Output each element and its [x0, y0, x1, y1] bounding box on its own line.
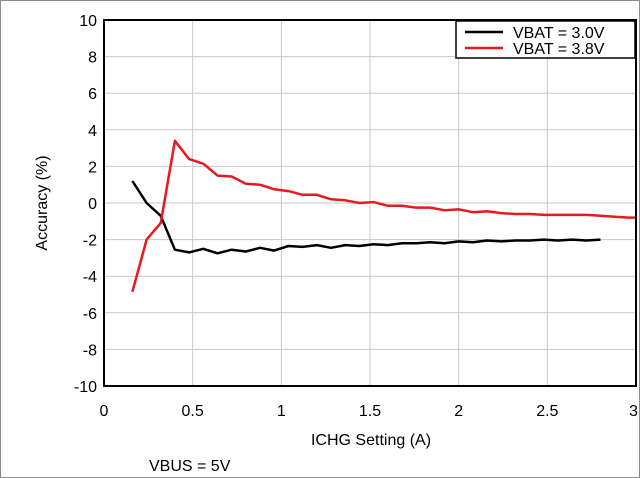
y-tick-label: -10	[74, 379, 97, 396]
y-tick-label: 4	[88, 123, 97, 140]
x-tick-label: 2.5	[536, 403, 558, 420]
y-tick-label: -6	[83, 306, 97, 323]
y-tick-label: -8	[83, 342, 97, 359]
x-tick-label: 2	[454, 403, 463, 420]
condition-annotation: VBUS = 5V	[149, 458, 231, 475]
x-tick-label: 3	[629, 403, 638, 420]
y-tick-label: -4	[83, 269, 97, 286]
y-tick-label: 10	[79, 13, 97, 30]
legend-box	[455, 20, 636, 59]
series-line-0	[131, 180, 601, 255]
series-layer	[131, 139, 637, 293]
y-tick-label: -2	[83, 233, 97, 250]
x-axis-title: ICHG Setting (A)	[311, 432, 431, 449]
y-axis-title: Accuracy (%)	[34, 155, 51, 250]
x-tick-label: 1.5	[359, 403, 381, 420]
x-tick-label: 0	[100, 403, 109, 420]
x-tick-label: 0.5	[182, 403, 204, 420]
plot-area-frame	[103, 19, 637, 387]
x-tick-label: 1	[277, 403, 286, 420]
legend-label-vbat-3-8v: VBAT = 3.8V	[513, 41, 605, 58]
y-tick-labels: -10 -8 -6 -4 -2 0 2 4 6 8 10	[74, 13, 97, 396]
y-tick-label: 0	[88, 196, 97, 213]
y-tick-label: 8	[88, 50, 97, 67]
legend: VBAT = 3.0V VBAT = 3.8V	[455, 20, 636, 59]
legend-label-vbat-3-0v: VBAT = 3.0V	[513, 25, 605, 42]
x-tick-labels: 0 0.5 1 1.5 2 2.5 3	[100, 403, 639, 420]
series-line-1	[131, 139, 636, 293]
y-tick-label: 2	[88, 159, 97, 176]
y-tick-label: 6	[88, 86, 97, 103]
